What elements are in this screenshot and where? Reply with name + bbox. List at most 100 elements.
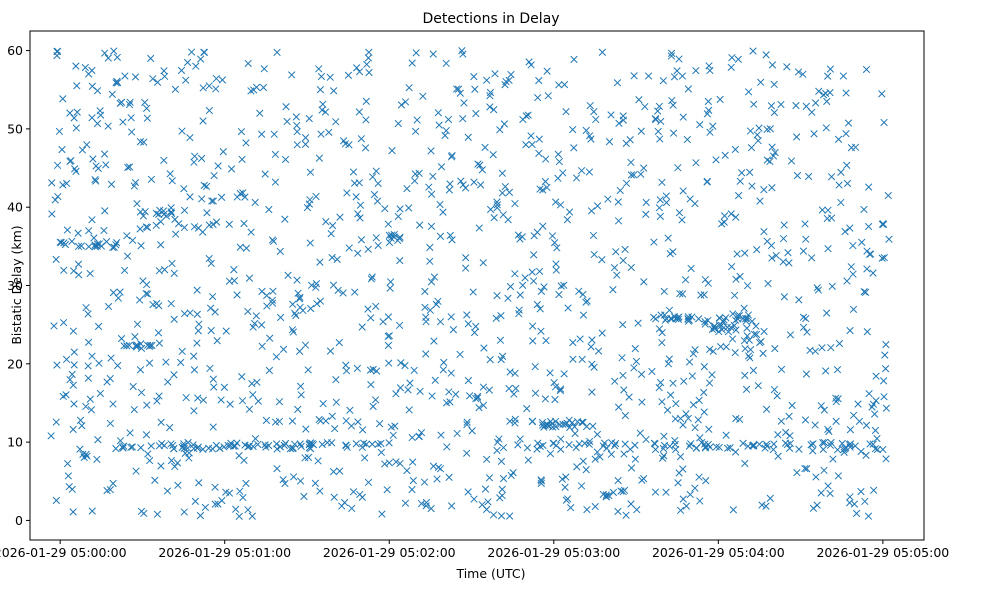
data-point bbox=[621, 440, 629, 448]
data-point bbox=[481, 485, 490, 493]
data-point bbox=[254, 440, 262, 449]
data-point bbox=[411, 127, 420, 136]
data-point bbox=[735, 311, 744, 320]
data-point bbox=[620, 386, 628, 394]
data-point bbox=[356, 214, 364, 222]
data-point bbox=[639, 475, 648, 483]
data-point bbox=[855, 417, 864, 425]
data-point bbox=[543, 67, 551, 75]
data-point bbox=[142, 104, 151, 113]
data-point bbox=[401, 98, 410, 106]
data-point bbox=[561, 420, 569, 428]
data-point bbox=[824, 244, 832, 253]
data-point bbox=[197, 154, 206, 163]
data-point bbox=[865, 250, 874, 258]
data-point bbox=[296, 293, 304, 301]
data-point bbox=[687, 440, 695, 448]
data-point bbox=[104, 54, 112, 62]
data-point bbox=[498, 352, 507, 360]
data-point bbox=[786, 331, 795, 339]
data-point bbox=[293, 141, 301, 149]
data-point bbox=[865, 389, 873, 398]
data-point bbox=[676, 506, 685, 515]
data-point bbox=[727, 262, 736, 271]
data-point bbox=[167, 208, 175, 216]
data-point bbox=[578, 355, 586, 364]
data-point bbox=[479, 259, 487, 267]
data-point bbox=[69, 381, 77, 389]
data-point bbox=[880, 118, 888, 127]
data-point bbox=[242, 244, 251, 252]
data-point bbox=[528, 417, 536, 426]
data-point bbox=[510, 390, 518, 398]
data-point bbox=[760, 327, 768, 336]
data-point bbox=[692, 444, 700, 452]
data-point bbox=[84, 310, 92, 318]
data-point bbox=[53, 47, 61, 56]
data-point bbox=[415, 432, 423, 441]
data-point bbox=[694, 315, 703, 323]
data-point bbox=[241, 441, 249, 449]
data-point bbox=[537, 287, 546, 295]
data-point bbox=[464, 320, 472, 328]
data-point bbox=[436, 465, 445, 473]
data-point bbox=[556, 387, 565, 395]
data-point bbox=[326, 347, 335, 355]
data-point bbox=[700, 363, 708, 371]
data-point bbox=[735, 415, 744, 423]
data-point bbox=[367, 275, 376, 283]
data-point bbox=[433, 475, 441, 483]
data-point bbox=[369, 173, 377, 181]
data-point bbox=[447, 153, 456, 161]
data-point bbox=[282, 103, 290, 111]
data-point bbox=[237, 127, 246, 136]
data-point bbox=[363, 60, 371, 69]
data-point bbox=[551, 198, 560, 206]
data-point bbox=[799, 313, 808, 321]
x-tick-label: 2026-01-29 05:01:00 bbox=[158, 545, 291, 560]
data-point bbox=[159, 207, 168, 215]
data-point bbox=[850, 500, 859, 508]
data-point bbox=[349, 488, 358, 496]
data-point bbox=[174, 481, 182, 489]
data-point bbox=[318, 440, 326, 449]
data-point bbox=[305, 441, 313, 449]
data-point bbox=[317, 130, 325, 138]
data-point bbox=[879, 445, 887, 454]
data-point bbox=[607, 450, 616, 458]
data-point bbox=[147, 442, 155, 450]
data-point bbox=[411, 170, 419, 178]
data-point bbox=[753, 131, 761, 139]
data-point bbox=[440, 358, 448, 367]
data-point bbox=[60, 266, 68, 274]
data-point bbox=[803, 465, 811, 473]
data-point bbox=[593, 448, 601, 456]
data-point bbox=[861, 288, 870, 296]
data-point bbox=[360, 439, 368, 447]
data-point bbox=[777, 365, 786, 374]
data-point bbox=[147, 175, 156, 184]
data-point bbox=[506, 368, 514, 376]
data-point bbox=[145, 457, 154, 465]
data-point bbox=[123, 252, 132, 260]
data-point bbox=[746, 127, 755, 135]
data-point bbox=[180, 223, 189, 232]
data-point bbox=[482, 505, 491, 514]
data-point bbox=[564, 304, 572, 312]
data-point bbox=[205, 254, 213, 263]
data-point bbox=[741, 344, 749, 353]
data-point bbox=[294, 289, 302, 297]
data-point bbox=[291, 309, 299, 317]
data-point bbox=[425, 183, 433, 191]
data-point bbox=[330, 87, 338, 95]
data-point bbox=[475, 224, 483, 232]
data-point bbox=[95, 359, 103, 367]
data-point bbox=[582, 298, 590, 306]
data-point bbox=[550, 239, 559, 247]
data-point bbox=[101, 49, 109, 57]
data-point bbox=[732, 326, 740, 334]
data-point bbox=[385, 439, 393, 447]
data-point bbox=[768, 143, 776, 151]
data-point bbox=[781, 439, 790, 447]
data-point bbox=[557, 282, 565, 290]
